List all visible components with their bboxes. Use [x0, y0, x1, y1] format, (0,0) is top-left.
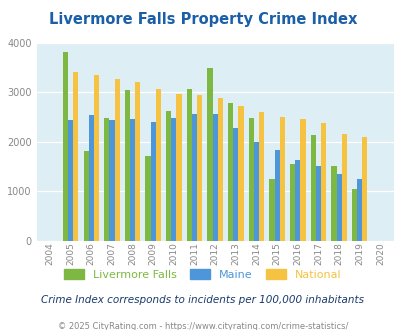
- Bar: [310, 135, 315, 241]
- Bar: [176, 94, 181, 241]
- Bar: [83, 151, 88, 241]
- Bar: [88, 115, 94, 241]
- Bar: [192, 114, 196, 241]
- Bar: [63, 52, 68, 241]
- Bar: [238, 106, 243, 241]
- Bar: [114, 79, 119, 241]
- Bar: [356, 179, 361, 241]
- Bar: [124, 90, 130, 241]
- Legend: Livermore Falls, Maine, National: Livermore Falls, Maine, National: [60, 265, 345, 284]
- Bar: [300, 119, 305, 241]
- Bar: [253, 142, 258, 241]
- Bar: [150, 122, 156, 241]
- Bar: [104, 118, 109, 241]
- Bar: [274, 150, 279, 241]
- Bar: [207, 68, 212, 241]
- Bar: [217, 98, 222, 241]
- Bar: [196, 95, 202, 241]
- Bar: [289, 164, 294, 241]
- Text: © 2025 CityRating.com - https://www.cityrating.com/crime-statistics/: © 2025 CityRating.com - https://www.city…: [58, 322, 347, 330]
- Bar: [145, 156, 150, 241]
- Bar: [336, 174, 341, 241]
- Bar: [361, 137, 367, 241]
- Bar: [130, 119, 135, 241]
- Bar: [248, 118, 253, 241]
- Bar: [279, 117, 284, 241]
- Bar: [94, 75, 99, 241]
- Bar: [269, 179, 274, 241]
- Bar: [73, 72, 78, 241]
- Bar: [166, 111, 171, 241]
- Bar: [320, 123, 325, 241]
- Bar: [109, 120, 114, 241]
- Text: Livermore Falls Property Crime Index: Livermore Falls Property Crime Index: [49, 12, 356, 26]
- Bar: [341, 134, 346, 241]
- Bar: [294, 160, 300, 241]
- Bar: [330, 166, 336, 241]
- Bar: [233, 128, 238, 241]
- Bar: [315, 166, 320, 241]
- Bar: [351, 189, 356, 241]
- Bar: [156, 89, 160, 241]
- Bar: [135, 82, 140, 241]
- Bar: [228, 103, 233, 241]
- Bar: [186, 89, 192, 241]
- Text: Crime Index corresponds to incidents per 100,000 inhabitants: Crime Index corresponds to incidents per…: [41, 295, 364, 305]
- Bar: [212, 114, 217, 241]
- Bar: [171, 118, 176, 241]
- Bar: [68, 120, 73, 241]
- Bar: [258, 112, 264, 241]
